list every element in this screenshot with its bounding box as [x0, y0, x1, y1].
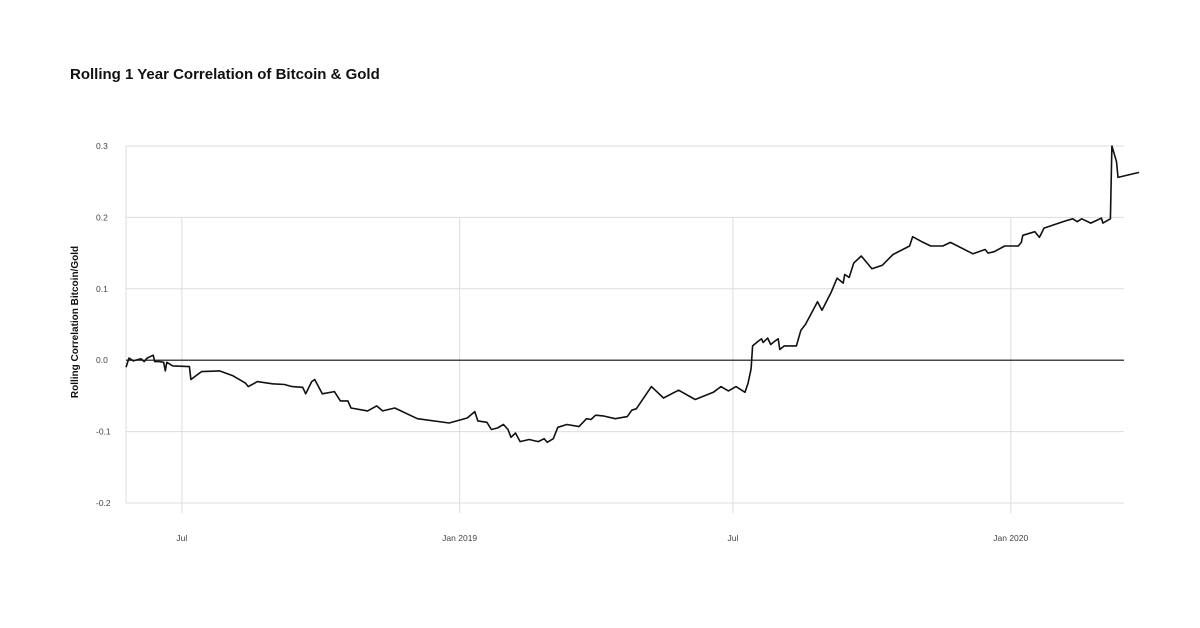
y-tick-label: 0.3: [96, 141, 108, 151]
y-tick-label: 0.1: [96, 284, 108, 294]
series-line: [125, 145, 1140, 444]
y-tick-label: -0.1: [96, 427, 111, 437]
y-tick-label: 0.2: [96, 212, 108, 222]
x-tick-labels: Jul Jan 2019 Jul Jan 2020: [176, 533, 1028, 543]
x-tick-label: Jan 2019: [442, 533, 477, 543]
y-tick-labels: 0.3 0.2 0.1 0.0 -0.1 -0.2: [96, 141, 111, 508]
y-tick-label: 0.0: [96, 355, 108, 365]
x-tick-label: Jul: [176, 533, 187, 543]
x-tick-label: Jul: [728, 533, 739, 543]
chart-title: Rolling 1 Year Correlation of Bitcoin & …: [70, 66, 380, 83]
y-tick-label: -0.2: [96, 498, 111, 508]
y-axis-label: Rolling Correlation Bitcoin/Gold: [70, 246, 81, 398]
grid-lines: [125, 145, 1124, 513]
x-tick-label: Jan 2020: [993, 533, 1028, 543]
